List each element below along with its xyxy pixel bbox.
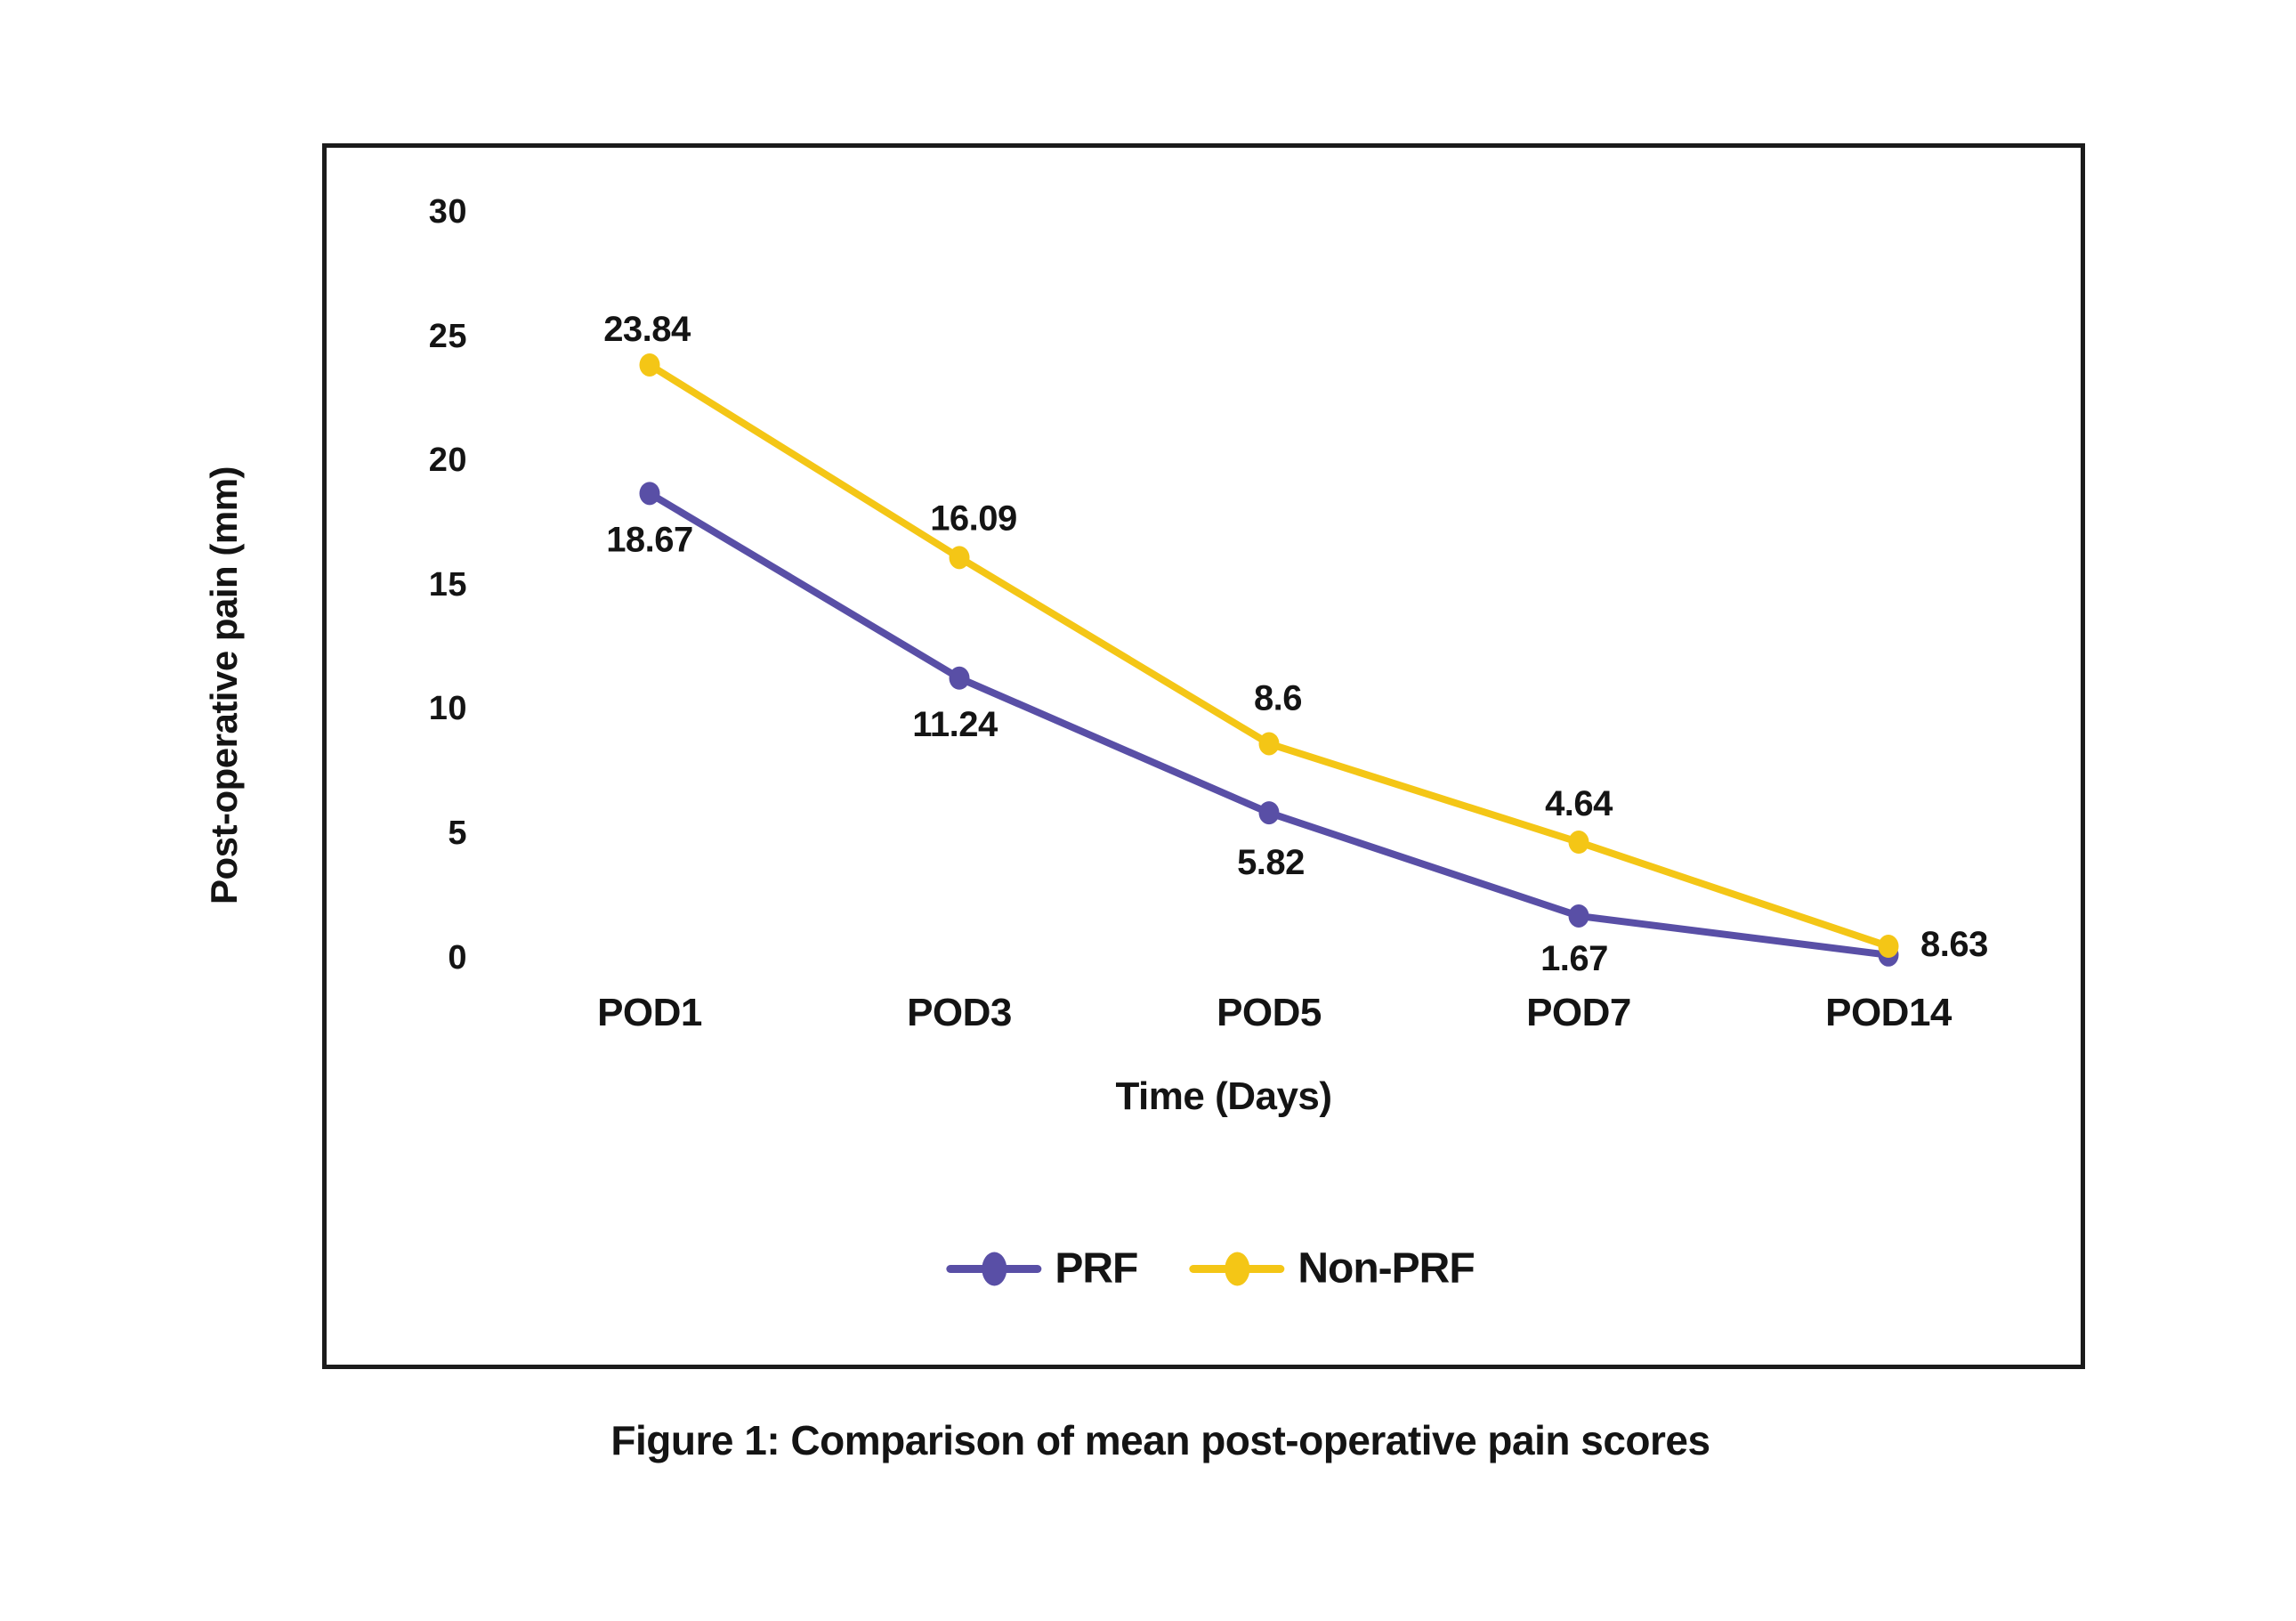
chart-border-box bbox=[322, 143, 2085, 1369]
y-tick-label: 30 bbox=[428, 193, 467, 231]
legend-label-non-prf: Non-PRF bbox=[1298, 1244, 1475, 1293]
non-prf-line-dot-marker bbox=[1189, 1250, 1285, 1287]
y-tick-label: 0 bbox=[448, 938, 467, 977]
non-prf-legend-dot-icon bbox=[1224, 1252, 1249, 1285]
x-tick-label: POD3 bbox=[907, 991, 1012, 1034]
figure-caption: Figure 1: Comparison of mean post-operat… bbox=[610, 1417, 1710, 1463]
y-tick-label: 20 bbox=[428, 442, 467, 480]
y-tick-label: 25 bbox=[428, 317, 467, 355]
legend-label-prf: PRF bbox=[1055, 1244, 1138, 1293]
y-tick-label: 10 bbox=[428, 690, 467, 728]
prf-line-dot-marker bbox=[946, 1250, 1042, 1287]
y-axis-title: Post-operative pain (mm) bbox=[203, 466, 245, 905]
legend-item-non-prf: Non-PRF bbox=[1189, 1244, 1475, 1293]
legend-item-prf: PRF bbox=[946, 1244, 1138, 1293]
x-tick-label: POD5 bbox=[1217, 991, 1322, 1034]
y-tick-label: 15 bbox=[428, 565, 467, 604]
x-axis-title: Time (Days) bbox=[1115, 1074, 1332, 1118]
legend: PRF Non-PRF bbox=[946, 1244, 1475, 1293]
y-tick-label: 5 bbox=[448, 815, 467, 852]
x-tick-label: POD1 bbox=[597, 991, 702, 1034]
x-tick-label: POD7 bbox=[1526, 991, 1631, 1034]
x-tick-label: POD14 bbox=[1825, 991, 1952, 1034]
prf-legend-dot-icon bbox=[981, 1252, 1007, 1285]
